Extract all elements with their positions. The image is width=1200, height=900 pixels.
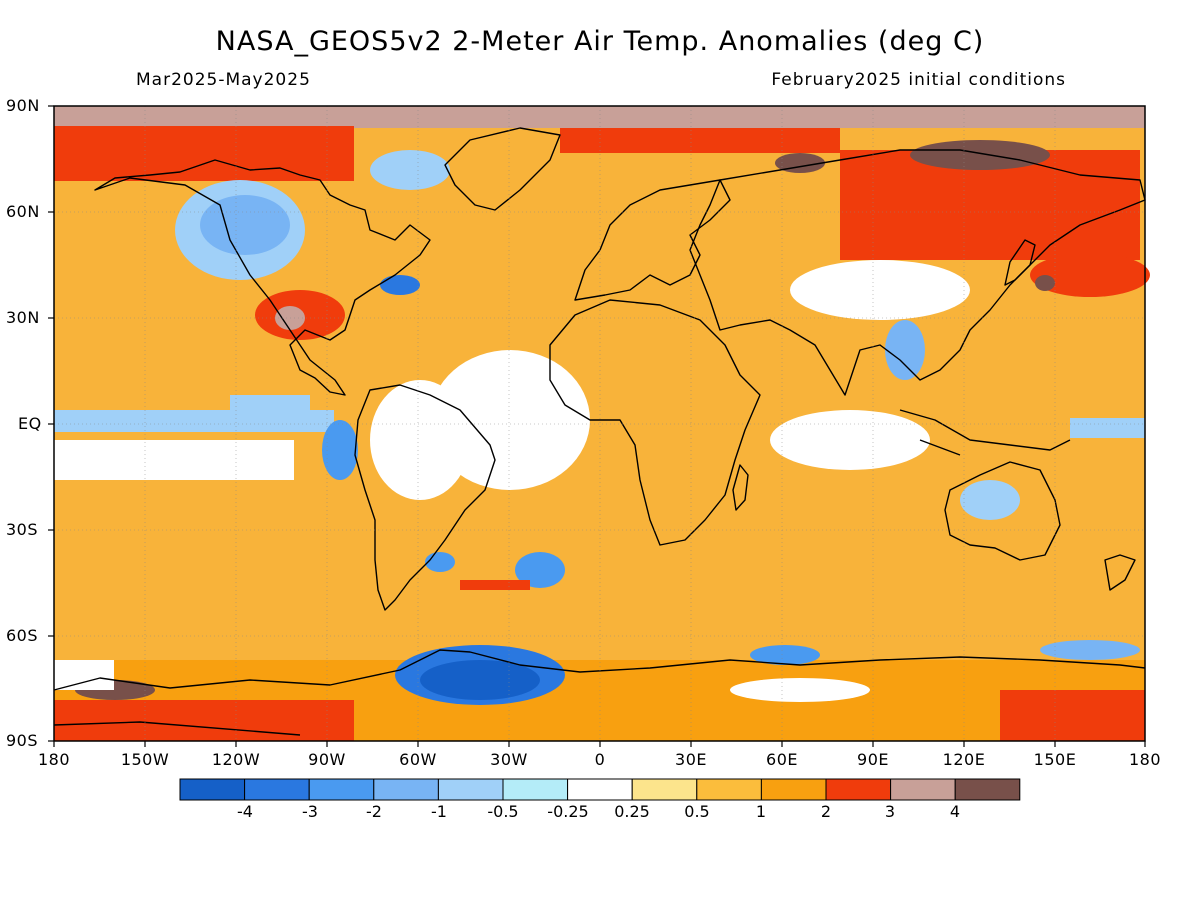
lat-label: EQ [18, 414, 42, 433]
lat-label: 30S [6, 520, 39, 539]
lon-label: 180 [37, 750, 71, 769]
axis-ticks [48, 105, 1146, 747]
colorbar-swatch [567, 778, 633, 801]
lon-label: 0 [594, 750, 606, 769]
lat-label: 90S [6, 731, 39, 750]
colorbar-label: 0.25 [614, 802, 650, 821]
north-america-outline [94, 159, 431, 396]
colorbar-swatch [890, 778, 956, 801]
africa-outline [549, 299, 761, 546]
map-title: NASA_GEOS5v2 2-Meter Air Temp. Anomalies… [215, 26, 985, 57]
anomaly-patches [54, 106, 1150, 741]
colorbar-label: 0.5 [684, 802, 710, 821]
lat-label: 60S [6, 626, 39, 645]
new-zealand-outline [1104, 554, 1136, 591]
lon-label: 120E [942, 750, 986, 769]
lon-label: 180 [1128, 750, 1162, 769]
colorbar-swatch [308, 778, 375, 801]
colorbar-label: 4 [949, 802, 961, 821]
greenland-outline [444, 127, 561, 211]
australia-outline [944, 461, 1061, 561]
colorbar-label: -4 [237, 802, 253, 821]
antarctica-outline [53, 649, 1146, 736]
colorbar-swatch [179, 778, 246, 801]
colorbar-label: 1 [755, 802, 767, 821]
colorbar-swatch [825, 778, 892, 801]
initial-conditions-label: February2025 initial conditions [771, 70, 1066, 90]
colorbar-swatch [437, 778, 504, 801]
colorbar-swatch [373, 778, 439, 801]
lon-label: 60E [766, 750, 798, 769]
colorbar-swatch [760, 778, 827, 801]
coastlines [53, 127, 1146, 736]
colorbar-swatch [502, 778, 569, 801]
colorbar-label: -2 [366, 802, 382, 821]
colorbar-swatch [244, 778, 310, 801]
lon-label: 90W [308, 750, 346, 769]
lon-label: 120W [211, 750, 261, 769]
madagascar-outline [732, 464, 749, 511]
colorbar-label: 3 [884, 802, 896, 821]
europe-outline [574, 179, 731, 301]
colorbar-label: -0.5 [487, 802, 519, 821]
colorbar-label: -0.25 [547, 802, 589, 821]
colorbar-swatch [954, 778, 1021, 801]
indonesia-outline [899, 409, 1071, 456]
colorbar-label: -3 [302, 802, 318, 821]
colorbar-label: -1 [431, 802, 447, 821]
lon-label: 60W [399, 750, 437, 769]
period-label: Mar2025-May2025 [136, 70, 311, 90]
colorbar-swatch [631, 778, 698, 801]
lon-label: 150E [1033, 750, 1077, 769]
lon-label: 30W [490, 750, 528, 769]
lon-label: 150W [120, 750, 170, 769]
lat-label: 30N [6, 308, 40, 327]
lon-label: 90E [857, 750, 889, 769]
lon-label: 30E [675, 750, 707, 769]
asia-outline [689, 149, 1146, 396]
colorbar-swatch [696, 778, 762, 801]
colorbar-label: 2 [820, 802, 832, 821]
colorbar [179, 778, 1021, 801]
lat-label: 90N [6, 96, 40, 115]
lat-label: 60N [6, 202, 40, 221]
south-america-outline [354, 384, 496, 611]
japan-outline [1004, 239, 1036, 286]
